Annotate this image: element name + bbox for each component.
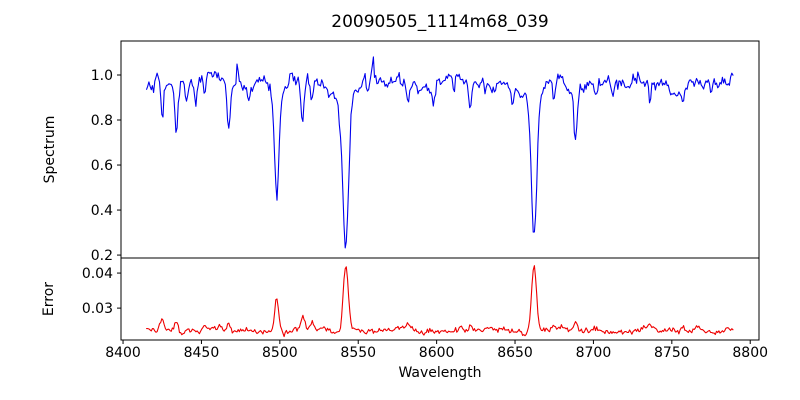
error-y-axis-label: Error bbox=[41, 282, 57, 316]
error-y-tick-label: 0.03 bbox=[82, 301, 113, 317]
x-tick-label: 8600 bbox=[419, 345, 455, 361]
spectrum-y-tick-label: 0.8 bbox=[91, 113, 113, 129]
plot-curves bbox=[146, 56, 734, 338]
top-panel-background bbox=[121, 41, 759, 258]
spectrum-y-tick-label: 0.2 bbox=[91, 248, 113, 264]
spectrum-y-tick-label: 0.6 bbox=[91, 158, 113, 174]
x-tick-label: 8750 bbox=[654, 345, 690, 361]
error-line bbox=[146, 265, 734, 338]
x-tick-label: 8450 bbox=[184, 345, 220, 361]
spectrum-y-tick-label: 1.0 bbox=[91, 68, 113, 84]
x-tick-label: 8700 bbox=[576, 345, 612, 361]
axis-ticks: 8400 8450 8500 8550 8600 8650 8700 8750 8800 0.2 0… bbox=[82, 68, 768, 361]
spectrum-y-axis-label: Spectrum bbox=[42, 116, 58, 184]
x-tick-label: 8550 bbox=[340, 345, 376, 361]
spectrum-line bbox=[146, 56, 734, 249]
bottom-panel-background bbox=[121, 258, 759, 340]
x-tick-label: 8500 bbox=[262, 345, 298, 361]
error-y-tick-label: 0.04 bbox=[82, 266, 113, 282]
chart-title: 20090505_1114m68_039 bbox=[331, 12, 548, 32]
x-tick-label: 8400 bbox=[105, 345, 141, 361]
spectrum-y-tick-label: 0.4 bbox=[91, 203, 113, 219]
bottom-panel-border bbox=[120, 257, 760, 341]
x-tick-label: 8800 bbox=[732, 345, 768, 361]
x-axis-label: Wavelength bbox=[398, 365, 481, 381]
x-tick-label: 8650 bbox=[497, 345, 533, 361]
